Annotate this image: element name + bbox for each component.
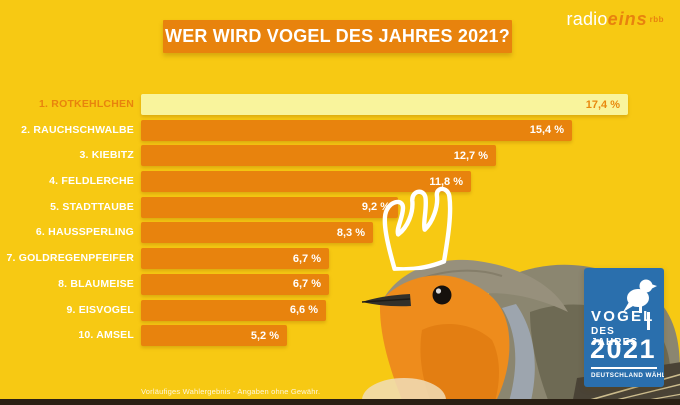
chart-row: 8. BLAUMEISE 6,7 % (0, 273, 680, 295)
chart-row: 5. STADTTAUBE 9,2 % (0, 196, 680, 218)
bar-chart: 1. ROTKEHLCHEN 17,4 % 2. RAUCHSCHWALBE 1… (0, 94, 680, 347)
bar-label: 8. BLAUMEISE (58, 277, 134, 290)
bar: 6,7 % (141, 248, 329, 270)
bottom-edge-strip (0, 399, 680, 405)
bar-value-label: 6,6 % (289, 304, 318, 316)
bar-value-label: 17,4 % (585, 98, 620, 111)
bar: 6,6 % (141, 299, 326, 321)
bar: 6,7 % (141, 273, 329, 295)
bar-value-label: 8,3 % (336, 226, 365, 239)
bar: 15,4 % (141, 119, 572, 141)
bar-value-label: 15,4 % (529, 124, 564, 137)
chart-row: 6. HAUSSPERLING 8,3 % (0, 222, 680, 244)
chart-row: 3. KIEBITZ 12,7 % (0, 145, 680, 167)
bar-value-label: 11,8 % (429, 175, 463, 188)
bar-value-label: 12,7 % (453, 149, 488, 162)
bar-value-label: 6,7 % (292, 252, 321, 265)
chart-row: 4. FELDLERCHE 11,8 % (0, 171, 680, 193)
badge-line3: DEUTSCHLAND WÄHLT (591, 372, 664, 379)
bar: 8,3 % (141, 222, 373, 244)
bar: 5,2 % (141, 325, 287, 347)
bar-label: 3. KIEBITZ (79, 149, 134, 162)
badge-line1: VOGEL (591, 308, 655, 325)
logo-rbb-text: rbb (649, 15, 664, 24)
bar: 17,4 % (141, 94, 628, 115)
vogel-des-jahres-badge: VOGEL DES JAHRES 2021 DEUTSCHLAND WÄHLT (584, 268, 664, 387)
bar: 12,7 % (141, 145, 496, 167)
chart-row: 10. AMSEL 5,2 % (0, 325, 680, 347)
badge-bird-icon (623, 279, 657, 313)
bar-value-label: 6,7 % (292, 278, 321, 291)
bar: 11,8 % (141, 171, 471, 193)
chart-row: 7. GOLDREGENPFEIFER 6,7 % (0, 248, 680, 270)
bar-label: 2. RAUCHSCHWALBE (21, 123, 134, 136)
bar: 9,2 % (141, 196, 398, 218)
bar-label: 1. ROTKEHLCHEN (39, 98, 134, 110)
page-title: WER WIRD VOGEL DES JAHRES 2021? (165, 26, 510, 46)
bar-label: 7. GOLDREGENPFEIFER (6, 252, 134, 265)
badge-year: 2021 (590, 334, 657, 364)
bar-value-label: 9,2 % (361, 201, 390, 214)
bar-label: 9. EISVOGEL (66, 303, 134, 316)
title-banner: WER WIRD VOGEL DES JAHRES 2021? (163, 20, 512, 53)
chart-row: 1. ROTKEHLCHEN 17,4 % (0, 94, 680, 115)
badge-divider (591, 367, 657, 369)
logo-eins-text: eins (607, 9, 648, 29)
crown-icon (373, 184, 464, 272)
bar-label: 10. AMSEL (78, 329, 134, 342)
badge-line2: DES JAHRES (591, 326, 639, 348)
bar-label: 6. HAUSSPERLING (35, 226, 134, 239)
bar-label: 5. STADTTAUBE (50, 200, 134, 213)
bar-label: 4. FELDLERCHE (49, 175, 134, 188)
disclaimer-text: Vorläufiges Wahlergebnis - Angaben ohne … (141, 387, 321, 396)
logo-radio-text: radio (566, 9, 608, 29)
chart-row: 2. RAUCHSCHWALBE 15,4 % (0, 119, 680, 141)
radioeins-logo: radio eins rbb (567, 9, 664, 30)
crown-sketch (382, 186, 453, 272)
bar-value-label: 5,2 % (250, 329, 279, 342)
chart-row: 9. EISVOGEL 6,6 % (0, 299, 680, 321)
badge-perch (647, 312, 650, 330)
